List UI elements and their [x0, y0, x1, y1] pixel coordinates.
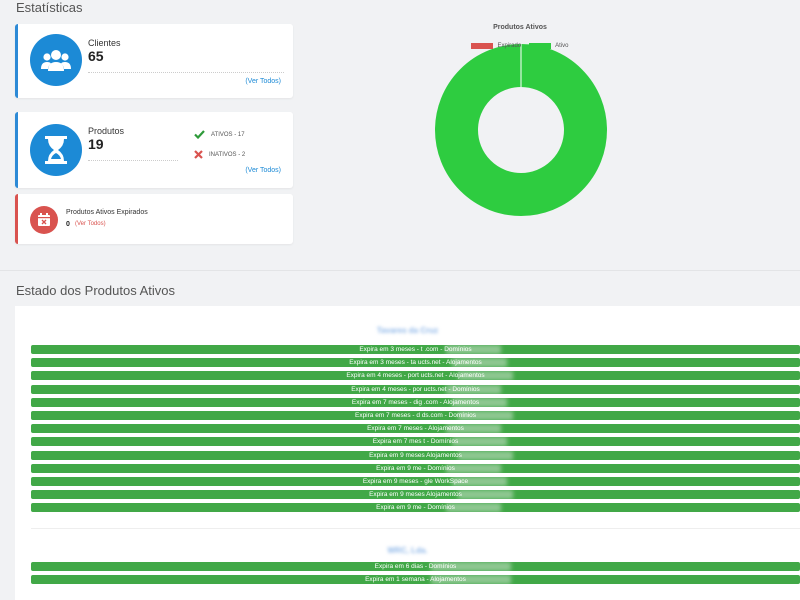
- redacted-text: [458, 450, 513, 460]
- product-status-label: Expira em 6 dias - Domínios: [374, 563, 457, 570]
- calendar-x-icon: [30, 206, 58, 234]
- section-divider: [0, 270, 800, 271]
- chart-title: Produtos Ativos: [493, 24, 547, 31]
- legend-label: Expirado: [497, 43, 522, 49]
- statistics-title: Estatísticas: [16, 0, 83, 15]
- product-status-row[interactable]: Expira em 9 me - Domínios: [31, 503, 800, 513]
- divider: [88, 160, 178, 161]
- active-count-label: ATIVOS - 17: [211, 131, 245, 138]
- product-status-row[interactable]: Expira em 4 meses - port ucts.net - Aloj…: [31, 371, 800, 381]
- group-rows: Expira em 3 meses - t .com - Domínios Exp…: [31, 345, 800, 516]
- products-count: 19: [88, 136, 104, 152]
- group-divider: [31, 528, 800, 529]
- products-card: Produtos 19 ATIVOS - 17 INATIVOS - 2 (Ve…: [15, 112, 293, 188]
- product-status-label: Expira em 9 me - Domínios: [376, 504, 455, 512]
- product-status-label: Expira em 7 meses - d ds.com - Domínios: [354, 411, 476, 419]
- product-status-label: Expira em 4 meses - por ucts.net - Domín…: [351, 385, 480, 393]
- product-status-row[interactable]: Expira em 9 meses Alojamentos: [31, 450, 800, 460]
- product-status-label: Expira em 7 meses - dig .com - Alojament…: [351, 398, 480, 406]
- expired-products-label: Produtos Ativos Expirados: [66, 209, 148, 216]
- check-icon: [194, 130, 205, 139]
- inactive-status: INATIVOS - 2: [194, 150, 245, 159]
- group-rows: Expira em 6 dias - Domínios Expira em 1 s…: [31, 562, 800, 588]
- product-status-row[interactable]: Expira em 7 mes t - Domínios: [31, 437, 800, 447]
- redacted-text: [431, 575, 511, 585]
- product-status-row[interactable]: Expira em 7 meses - Alojamentos: [31, 424, 800, 434]
- divider: [88, 72, 284, 73]
- products-view-all-link[interactable]: (Ver Todos): [245, 167, 281, 174]
- redacted-text: [446, 463, 501, 473]
- legend-swatch: [529, 43, 552, 49]
- inactive-count-label: INATIVOS - 2: [209, 151, 246, 158]
- product-status-label: Expira em 7 meses - Alojamentos: [367, 425, 464, 433]
- client-group-title[interactable]: Tavares da Cruz: [376, 326, 439, 335]
- clients-view-all-link[interactable]: (Ver Todos): [245, 78, 281, 85]
- legend-item-ativo[interactable]: Ativo: [529, 43, 569, 49]
- product-status-label: Expira em 3 meses - t .com - Domínios: [359, 346, 472, 353]
- product-status-label: Expira em 9 meses Alojamentos: [369, 491, 462, 499]
- chart-legend: Expirado Ativo: [420, 43, 620, 49]
- product-status-label: Expira em 9 me - Domínios: [376, 464, 455, 472]
- clients-card: Clientes 65 (Ver Todos): [15, 24, 293, 98]
- redacted-text: [431, 562, 511, 571]
- products-label: Produtos: [88, 126, 125, 136]
- active-status: ATIVOS - 17: [194, 130, 245, 139]
- hourglass-icon: [30, 124, 82, 176]
- client-group-title[interactable]: WRC, Lda.: [387, 546, 428, 555]
- product-status-row[interactable]: Expira em 9 meses - gle WorkSpace: [31, 476, 800, 486]
- product-status-row[interactable]: Expira em 3 meses - t .com - Domínios: [31, 345, 800, 354]
- product-status-row[interactable]: Expira em 7 meses - dig .com - Alojament…: [31, 397, 800, 407]
- product-status-row[interactable]: Expira em 7 meses - d ds.com - Domínios: [31, 410, 800, 420]
- product-status-row[interactable]: Expira em 1 semana - Alojamentos: [31, 575, 800, 585]
- product-status-label: Expira em 1 semana - Alojamentos: [365, 576, 466, 584]
- redacted-text: [452, 397, 507, 407]
- clients-count: 65: [88, 48, 104, 64]
- product-status-row[interactable]: Expira em 9 me - Domínios: [31, 463, 800, 473]
- redacted-text: [446, 384, 501, 394]
- redacted-text: [452, 358, 507, 368]
- redacted-text: [446, 345, 501, 354]
- product-status-label: Expira em 7 mes t - Domínios: [372, 438, 459, 446]
- redacted-text: [452, 437, 507, 447]
- redacted-text: [458, 410, 513, 420]
- expired-view-all-link[interactable]: (Ver Todos): [75, 221, 106, 227]
- redacted-text: [446, 424, 501, 434]
- product-status-label: Expira em 9 meses - gle WorkSpace: [362, 477, 469, 485]
- legend-swatch: [471, 43, 494, 49]
- product-status-label: Expira em 3 meses - ta ucts.net - Alojam…: [349, 359, 482, 367]
- active-products-status-panel: Tavares da Cruz Expira em 3 meses - t .c…: [15, 306, 800, 600]
- legend-label: Ativo: [555, 43, 569, 49]
- redacted-text: [458, 371, 513, 381]
- close-icon: [194, 150, 203, 159]
- product-status-row[interactable]: Expira em 4 meses - por ucts.net - Domín…: [31, 384, 800, 394]
- product-status-row[interactable]: Expira em 3 meses - ta ucts.net - Alojam…: [31, 358, 800, 368]
- users-icon: [30, 34, 82, 86]
- active-products-status-title: Estado dos Produtos Ativos: [16, 283, 175, 298]
- product-status-label: Expira em 9 meses Alojamentos: [369, 451, 462, 459]
- legend-item-expirado[interactable]: Expirado: [471, 43, 521, 49]
- product-status-row[interactable]: Expira em 9 meses Alojamentos: [31, 490, 800, 500]
- redacted-text: [452, 476, 507, 486]
- clients-label: Clientes: [88, 38, 121, 48]
- active-products-chart: Produtos Ativos Expirado Ativo: [420, 20, 620, 235]
- expired-products-card: Produtos Ativos Expirados 0 (Ver Todos): [15, 194, 293, 244]
- donut-chart: [435, 44, 607, 216]
- product-status-row[interactable]: Expira em 6 dias - Domínios: [31, 562, 800, 571]
- product-status-label: Expira em 4 meses - port ucts.net - Aloj…: [346, 372, 485, 380]
- expired-products-count: 0: [66, 221, 70, 228]
- redacted-text: [446, 503, 501, 513]
- redacted-text: [458, 490, 513, 500]
